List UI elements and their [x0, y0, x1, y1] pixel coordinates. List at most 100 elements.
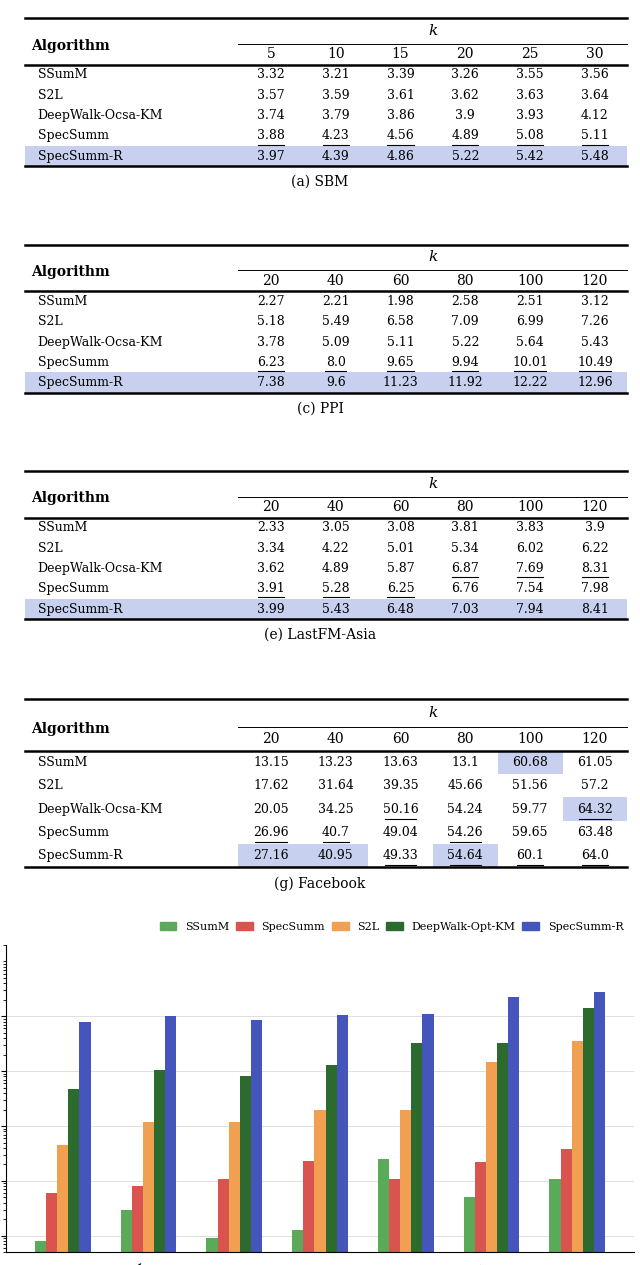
Bar: [206, 1238, 218, 1265]
Text: 3.97: 3.97: [257, 149, 285, 163]
Text: 5.48: 5.48: [581, 149, 609, 163]
Text: (e) LastFM-Asia: (e) LastFM-Asia: [264, 627, 376, 641]
Bar: [240, 1077, 251, 1265]
Text: 5.22: 5.22: [452, 149, 479, 163]
Bar: [25, 372, 627, 392]
Text: 64.0: 64.0: [581, 849, 609, 861]
Text: 3.62: 3.62: [451, 89, 479, 101]
Text: 7.54: 7.54: [516, 582, 544, 596]
Legend: SSumM, SpecSumm, S2L, DeepWalk-Opt-KM, SpecSumm-R: SSumM, SpecSumm, S2L, DeepWalk-Opt-KM, S…: [155, 917, 628, 936]
Text: 3.55: 3.55: [516, 68, 544, 81]
Text: 100: 100: [517, 500, 543, 514]
Text: SpecSumm: SpecSumm: [38, 355, 109, 369]
Bar: [228, 1122, 240, 1265]
Text: 5.09: 5.09: [322, 335, 349, 349]
Bar: [165, 1016, 177, 1265]
Text: 7.26: 7.26: [581, 315, 609, 328]
Text: 8.41: 8.41: [581, 602, 609, 616]
Bar: [412, 1044, 422, 1265]
Text: Algorithm: Algorithm: [31, 722, 110, 736]
Text: 49.04: 49.04: [383, 826, 419, 839]
Bar: [326, 1065, 337, 1265]
Bar: [121, 1209, 132, 1265]
Text: SpecSumm: SpecSumm: [38, 129, 109, 143]
Text: 3.9: 3.9: [585, 521, 605, 534]
Text: 6.99: 6.99: [516, 315, 544, 328]
Text: 7.03: 7.03: [451, 602, 479, 616]
Text: 15: 15: [392, 47, 410, 61]
Text: 5.43: 5.43: [581, 335, 609, 349]
Text: DeepWalk-Ocsa-KM: DeepWalk-Ocsa-KM: [38, 109, 163, 121]
Text: 3.57: 3.57: [257, 89, 285, 101]
Text: 13.63: 13.63: [383, 756, 419, 769]
Text: 3.26: 3.26: [451, 68, 479, 81]
Bar: [57, 1145, 68, 1265]
Text: 34.25: 34.25: [318, 802, 353, 816]
Text: 4.86: 4.86: [387, 149, 415, 163]
Text: 7.38: 7.38: [257, 376, 285, 390]
Text: 5.64: 5.64: [516, 335, 544, 349]
Text: 13.15: 13.15: [253, 756, 289, 769]
Bar: [25, 598, 627, 620]
Text: 39.35: 39.35: [383, 779, 419, 792]
Text: 3.81: 3.81: [451, 521, 479, 534]
Text: 4.22: 4.22: [322, 541, 349, 555]
Text: DeepWalk-Ocsa-KM: DeepWalk-Ocsa-KM: [38, 562, 163, 576]
Text: 27.16: 27.16: [253, 849, 289, 861]
Text: 20: 20: [262, 273, 280, 287]
Text: 4.23: 4.23: [322, 129, 349, 143]
Text: 10.01: 10.01: [512, 355, 548, 369]
Text: 2.27: 2.27: [257, 295, 285, 307]
Text: 59.65: 59.65: [513, 826, 548, 839]
Text: SSumM: SSumM: [38, 68, 87, 81]
Text: 50.16: 50.16: [383, 802, 419, 816]
Text: k: k: [428, 250, 438, 264]
Text: 17.62: 17.62: [253, 779, 289, 792]
Text: 3.12: 3.12: [581, 295, 609, 307]
Text: 120: 120: [582, 500, 608, 514]
Text: 25: 25: [522, 47, 539, 61]
Text: 49.33: 49.33: [383, 849, 419, 861]
Text: 3.93: 3.93: [516, 109, 544, 121]
Text: SpecSumm: SpecSumm: [38, 826, 109, 839]
Text: (a) SBM: (a) SBM: [291, 175, 349, 188]
Bar: [46, 1193, 57, 1265]
Text: 5.01: 5.01: [387, 541, 414, 555]
Text: 3.88: 3.88: [257, 129, 285, 143]
Text: 3.74: 3.74: [257, 109, 285, 121]
Text: 60: 60: [392, 273, 409, 287]
Text: 9.6: 9.6: [326, 376, 346, 390]
Text: 120: 120: [582, 732, 608, 746]
Text: 3.59: 3.59: [322, 89, 349, 101]
Bar: [563, 797, 627, 821]
Text: 11.23: 11.23: [383, 376, 419, 390]
Text: Algorithm: Algorithm: [31, 491, 110, 506]
Bar: [433, 844, 498, 867]
Text: 63.48: 63.48: [577, 826, 613, 839]
Bar: [303, 1161, 314, 1265]
Bar: [378, 1159, 389, 1265]
Text: 3.79: 3.79: [322, 109, 349, 121]
Text: 3.08: 3.08: [387, 521, 415, 534]
Text: k: k: [428, 477, 438, 491]
Bar: [79, 1022, 91, 1265]
Bar: [422, 1015, 434, 1265]
Text: 4.89: 4.89: [451, 129, 479, 143]
Text: S2L: S2L: [38, 779, 62, 792]
Text: SSumM: SSumM: [38, 521, 87, 534]
Text: 3.34: 3.34: [257, 541, 285, 555]
Text: 120: 120: [582, 273, 608, 287]
Text: 2.51: 2.51: [516, 295, 544, 307]
Text: DeepWalk-Ocsa-KM: DeepWalk-Ocsa-KM: [38, 335, 163, 349]
Text: 3.39: 3.39: [387, 68, 414, 81]
Text: 100: 100: [517, 273, 543, 287]
Bar: [251, 1020, 262, 1265]
Text: 60.68: 60.68: [512, 756, 548, 769]
Bar: [25, 145, 627, 166]
Text: 12.22: 12.22: [513, 376, 548, 390]
Text: 5.11: 5.11: [581, 129, 609, 143]
Text: 3.83: 3.83: [516, 521, 544, 534]
Text: 3.05: 3.05: [322, 521, 349, 534]
Text: 40: 40: [327, 500, 344, 514]
Text: 4.56: 4.56: [387, 129, 414, 143]
